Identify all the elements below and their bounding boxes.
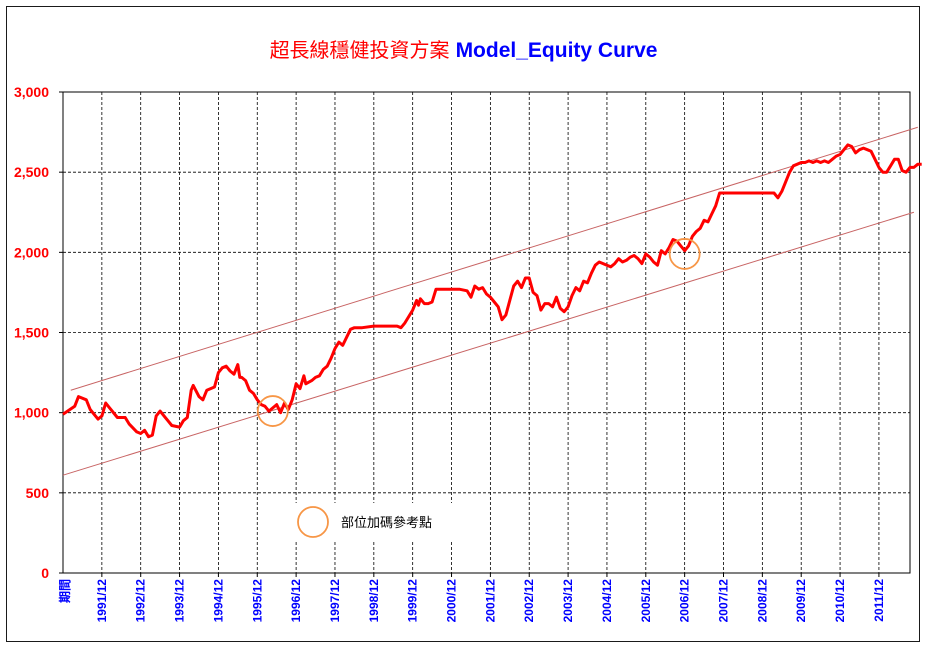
channel-line (70, 126, 918, 391)
y-tick-label: 3,000 (14, 84, 49, 100)
x-tick-label: 2008/12 (755, 579, 769, 623)
y-tick-label: 2,500 (14, 164, 49, 180)
x-tick-label: 2010/12 (833, 579, 847, 623)
x-tick-label: 2005/12 (639, 579, 653, 623)
y-tick-label: 0 (41, 565, 49, 581)
chart-title: 超長線穩健投資方案 Model_Equity Curve (0, 34, 927, 63)
x-tick-label: 2000/12 (445, 579, 459, 623)
x-tick-label: 1997/12 (328, 579, 342, 623)
x-tick-label: 1992/12 (134, 579, 148, 623)
x-tick-label: 1993/12 (173, 579, 187, 623)
x-tick-label: 1996/12 (289, 579, 303, 623)
equity-series-line (62, 143, 922, 439)
chart-title-en: Model_Equity Curve (455, 39, 658, 62)
x-tick-label: 2007/12 (717, 579, 731, 623)
y-tick-label: 1,500 (14, 325, 49, 341)
x-tick-label: 2003/12 (561, 579, 575, 623)
x-tick-label: 1999/12 (406, 579, 420, 623)
x-first-label: 期間 (57, 579, 72, 603)
x-tick-label: 1995/12 (250, 579, 264, 623)
add-position-marker (256, 395, 289, 427)
x-tick-label: 2002/12 (522, 579, 536, 623)
x-tick-label: 1991/12 (95, 579, 109, 623)
x-tick-label: 1994/12 (211, 579, 225, 623)
add-position-marker (668, 238, 701, 270)
y-tick-label: 2,000 (14, 244, 49, 260)
chart-title-cn: 超長線穩健投資方案 (269, 38, 450, 62)
channel-line (62, 211, 915, 476)
legend-box (292, 503, 452, 541)
x-tick-label: 2011/12 (872, 579, 886, 622)
x-tick-label: 2006/12 (678, 579, 692, 623)
x-tick-label: 1998/12 (367, 579, 381, 623)
y-tick-label: 1,000 (14, 405, 49, 421)
legend-label: 部位加碼參考點 (341, 516, 432, 531)
x-tick-label: 2009/12 (794, 579, 808, 623)
x-tick-label: 2001/12 (483, 579, 497, 623)
legend-marker-icon (297, 506, 329, 538)
x-tick-label: 2004/12 (600, 579, 614, 623)
y-tick-label: 500 (26, 485, 50, 501)
